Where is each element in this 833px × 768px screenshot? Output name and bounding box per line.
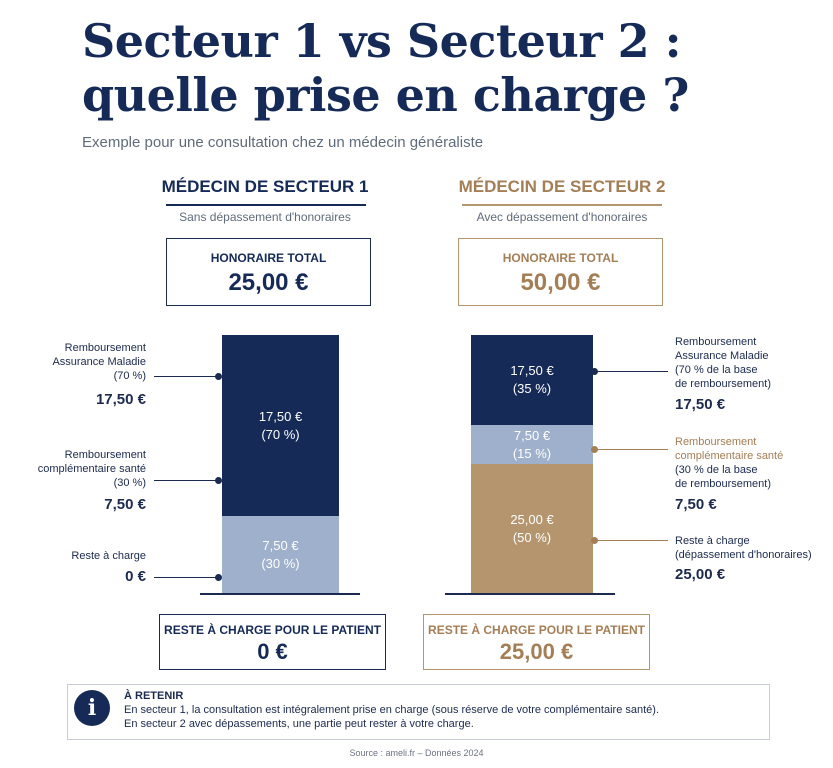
secteur1-annotation-comp-value: 7,50 € [104, 496, 146, 513]
retenir-line-2: En secteur 2 avec dépassements, une part… [124, 718, 474, 730]
retenir-text: À RETENIR En secteur 1, la consultation … [124, 689, 764, 731]
secteur1-total-box: HONORAIRE TOTAL 25,00 € [166, 238, 371, 306]
title-line-2: quelle prise en charge ? [82, 68, 689, 122]
secteur2-total-box: HONORAIRE TOTAL 50,00 € [458, 238, 663, 306]
bar-value-label: 17,50 € [510, 363, 554, 378]
secteur1-annotation-am-value: 17,50 € [95, 391, 146, 408]
secteur1-stacked-bar: 17,50 € (70 %) 7,50 € (30 %) [222, 335, 339, 593]
secteur2-total-value: 50,00 € [520, 269, 601, 296]
secteur1-heading-rule [166, 204, 366, 206]
annotation-line: (70 %) [113, 370, 146, 382]
leader-line [154, 480, 218, 481]
secteur2-annotation-am: Remboursement Assurance Maladie (70 % de… [675, 335, 825, 391]
secteur2-stacked-bar: 17,50 € (35 %) 7,50 € (15 %) 25,00 € (50 %) [471, 335, 593, 593]
bar-percent-label: (70 %) [261, 426, 300, 442]
leader-line [598, 449, 668, 450]
annotation-line: de remboursement) [675, 478, 771, 490]
annotation-line: (dépassement d'honoraires) [675, 549, 812, 561]
bar-segment: 7,50 € (15 %) [471, 425, 593, 464]
bar-percent-label: (30 %) [261, 555, 300, 571]
secteur2-heading: MÉDECIN DE SECTEUR 2 [458, 177, 666, 196]
title-line-1: Secteur 1 vs Secteur 2 : [82, 14, 682, 68]
bar-percent-label: (50 %) [512, 529, 552, 545]
annotation-line: Remboursement [675, 336, 757, 348]
secteur1-subheading: Sans dépassement d'honoraires [179, 210, 351, 224]
secteur1-annotation-am: Remboursement Assurance Maladie (70 %) [20, 341, 146, 383]
annotation-line: complémentaire santé [37, 463, 146, 475]
leader-dot [591, 368, 598, 375]
annotation-line: Remboursement [64, 449, 146, 461]
secteur2-annotation-comp: Remboursement complémentaire santé (30 %… [675, 435, 825, 491]
secteur1-reste-box: RESTE À CHARGE POUR LE PATIENT 0 € [159, 614, 386, 670]
secteur1-reste-value: 0 € [257, 639, 288, 664]
bar-segment: 17,50 € (70 %) [222, 335, 339, 516]
leader-line [154, 376, 218, 377]
bar-value-label: 17,50 € [258, 408, 303, 424]
annotation-line: (30 %) [113, 477, 146, 489]
leader-dot [215, 373, 222, 380]
secteur2-annotation-reste: Reste à charge (dépassement d'honoraires… [675, 534, 825, 562]
secteur2-annotation-am-value: 17,50 € [675, 396, 726, 413]
secteur2-baseline [445, 593, 615, 595]
source-note: Source : ameli.fr – Données 2024 [349, 748, 484, 758]
bar-percent-label: (35 %) [512, 381, 552, 396]
secteur2-heading-rule [462, 204, 662, 206]
secteur2-annotation-reste-value: 25,00 € [675, 566, 726, 583]
secteur1-total-label: HONORAIRE TOTAL [210, 251, 327, 265]
annotation-line: Remboursement [675, 436, 757, 448]
bar-value-label: 7,50 € [513, 427, 551, 443]
annotation-line: Assurance Maladie [52, 356, 146, 368]
annotation-line: (70 % de la base [675, 364, 758, 376]
bar-segment: 17,50 € (35 %) [471, 335, 593, 425]
page-subtitle: Exemple pour une consultation chez un mé… [82, 134, 484, 151]
retenir-heading: À RETENIR [124, 690, 184, 702]
annotation-line: complémentaire santé [675, 450, 784, 462]
annotation-line: Reste à charge [675, 535, 750, 547]
annotation-line: Reste à charge [71, 550, 146, 562]
leader-dot [591, 537, 598, 544]
secteur2-annotation-comp-value: 7,50 € [675, 496, 717, 513]
retenir-panel [67, 684, 770, 740]
secteur2-subheading: Avec dépassement d'honoraires [476, 210, 648, 224]
leader-dot [215, 574, 222, 581]
bar-value-label: 25,00 € [510, 511, 554, 527]
secteur1-total-value: 25,00 € [228, 269, 309, 296]
retenir-line-1: En secteur 1, la consultation est intégr… [124, 704, 659, 716]
annotation-line: (30 % de la base [675, 464, 758, 476]
annotation-line: de remboursement) [675, 378, 771, 390]
leader-dot [591, 446, 598, 453]
secteur1-reste-label: RESTE À CHARGE POUR LE PATIENT [164, 623, 381, 637]
bar-segment: 25,00 € (50 %) [471, 464, 593, 593]
secteur1-annotation-reste: Reste à charge [20, 549, 146, 563]
bar-percent-label: (15 %) [512, 445, 552, 461]
leader-line [598, 371, 668, 372]
secteur1-heading: MÉDECIN DE SECTEUR 1 [161, 177, 369, 196]
leader-line [154, 577, 218, 578]
bar-value-label: 7,50 € [262, 537, 299, 553]
bar-segment: 7,50 € (30 %) [222, 516, 339, 593]
leader-line [598, 540, 668, 541]
annotation-line: Assurance Maladie [675, 350, 769, 362]
secteur2-total-label: HONORAIRE TOTAL [502, 251, 619, 265]
secteur2-reste-box: RESTE À CHARGE POUR LE PATIENT 25,00 € [423, 614, 650, 670]
annotation-line: Remboursement [64, 342, 146, 354]
secteur1-baseline [200, 593, 360, 595]
secteur2-reste-value: 25,00 € [499, 639, 574, 664]
info-icon: i [74, 690, 110, 726]
page-title: Secteur 1 vs Secteur 2 : quelle prise en… [82, 14, 782, 122]
secteur1-annotation-reste-value: 0 € [125, 568, 146, 585]
secteur1-annotation-comp: Remboursement complémentaire santé (30 %… [20, 448, 146, 490]
secteur2-reste-label: RESTE À CHARGE POUR LE PATIENT [428, 623, 645, 637]
leader-dot [215, 477, 222, 484]
